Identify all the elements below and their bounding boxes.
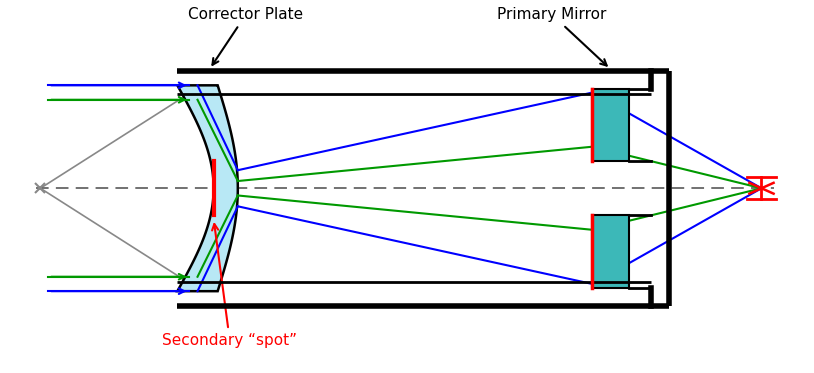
Bar — [593, 215, 628, 288]
Text: Secondary “spot”: Secondary “spot” — [162, 224, 297, 348]
Text: Corrector Plate: Corrector Plate — [188, 7, 304, 65]
Polygon shape — [177, 85, 238, 291]
Text: Primary Mirror: Primary Mirror — [497, 7, 606, 66]
Bar — [593, 89, 628, 161]
